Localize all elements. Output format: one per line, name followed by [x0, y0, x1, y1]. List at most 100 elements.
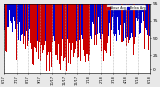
- Bar: [111, 4, 112, 30]
- Bar: [53, 4, 54, 36]
- Bar: [50, 4, 51, 52]
- Bar: [144, 4, 145, 49]
- Bar: [119, 4, 120, 35]
- Bar: [143, 4, 144, 21]
- Bar: [45, 4, 46, 41]
- Bar: [87, 4, 88, 54]
- Bar: [83, 4, 84, 50]
- Bar: [88, 4, 89, 61]
- Bar: [58, 4, 59, 44]
- Bar: [26, 4, 27, 31]
- Bar: [49, 4, 50, 71]
- Bar: [43, 4, 44, 50]
- Bar: [128, 4, 129, 43]
- Bar: [27, 4, 28, 46]
- Bar: [20, 4, 21, 41]
- Bar: [6, 4, 7, 52]
- Bar: [122, 4, 123, 42]
- Bar: [7, 4, 8, 27]
- Bar: [51, 4, 52, 67]
- Bar: [21, 4, 22, 35]
- Bar: [17, 4, 18, 24]
- Bar: [145, 4, 146, 28]
- Bar: [96, 4, 97, 46]
- Bar: [44, 4, 45, 45]
- Bar: [148, 4, 149, 50]
- Bar: [149, 4, 150, 36]
- Bar: [85, 4, 86, 62]
- Bar: [92, 4, 93, 22]
- Bar: [24, 4, 25, 36]
- Bar: [79, 4, 80, 40]
- Bar: [138, 4, 139, 19]
- Bar: [72, 4, 73, 43]
- Bar: [40, 4, 41, 61]
- Bar: [47, 4, 48, 55]
- Bar: [131, 4, 132, 33]
- Bar: [14, 4, 15, 21]
- Bar: [33, 4, 34, 65]
- Bar: [125, 4, 126, 38]
- Bar: [63, 4, 64, 61]
- Bar: [100, 4, 101, 39]
- Bar: [57, 4, 58, 60]
- Bar: [99, 4, 100, 33]
- Bar: [112, 4, 113, 17]
- Bar: [139, 4, 140, 35]
- Bar: [134, 4, 135, 44]
- Bar: [71, 4, 72, 50]
- Bar: [32, 4, 33, 64]
- Bar: [123, 4, 124, 41]
- Bar: [64, 4, 65, 58]
- Bar: [147, 4, 148, 35]
- Bar: [70, 4, 71, 64]
- Bar: [142, 4, 143, 12]
- Bar: [81, 4, 82, 35]
- Bar: [69, 4, 70, 43]
- Bar: [136, 4, 137, 18]
- Bar: [29, 4, 30, 29]
- Bar: [116, 4, 117, 41]
- Bar: [80, 4, 81, 61]
- Bar: [39, 4, 40, 42]
- Bar: [86, 4, 87, 54]
- Bar: [98, 4, 99, 17]
- Bar: [22, 4, 23, 34]
- Bar: [121, 4, 122, 42]
- Bar: [95, 4, 96, 35]
- Bar: [48, 4, 49, 52]
- Bar: [84, 4, 85, 56]
- Bar: [75, 4, 76, 49]
- Bar: [9, 4, 10, 10]
- Bar: [103, 4, 104, 61]
- Bar: [5, 4, 6, 51]
- Bar: [12, 4, 13, 32]
- Bar: [46, 4, 47, 71]
- Bar: [4, 4, 5, 30]
- Bar: [89, 4, 90, 55]
- Bar: [60, 4, 61, 70]
- Bar: [110, 4, 111, 56]
- Bar: [23, 4, 24, 44]
- Bar: [126, 4, 127, 46]
- Bar: [105, 4, 106, 51]
- Bar: [82, 4, 83, 39]
- Bar: [74, 4, 75, 53]
- Bar: [66, 4, 67, 71]
- Bar: [41, 4, 42, 45]
- Bar: [62, 4, 63, 39]
- Bar: [108, 4, 109, 36]
- Bar: [140, 4, 141, 33]
- Bar: [65, 4, 66, 57]
- Bar: [102, 4, 103, 34]
- Bar: [37, 4, 38, 41]
- Bar: [8, 4, 9, 27]
- Bar: [113, 4, 114, 34]
- Bar: [35, 4, 36, 48]
- Bar: [34, 4, 35, 47]
- Bar: [73, 4, 74, 57]
- Bar: [109, 4, 110, 23]
- Bar: [56, 4, 57, 54]
- Bar: [146, 4, 147, 30]
- Bar: [94, 4, 95, 45]
